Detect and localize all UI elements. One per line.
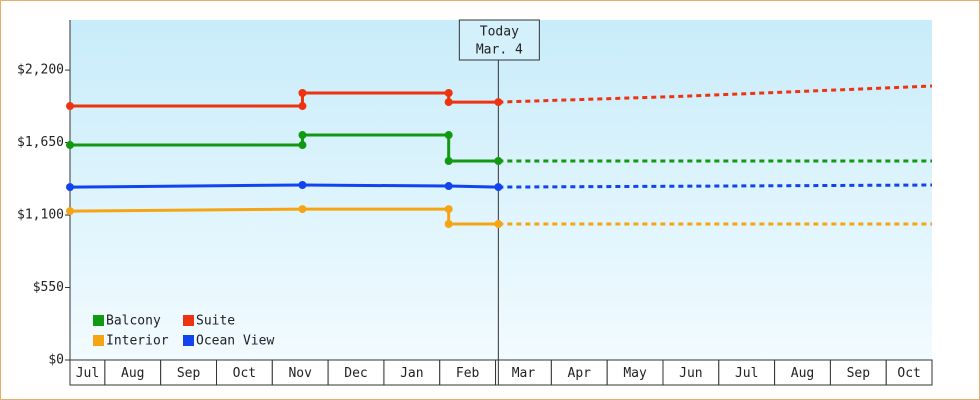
price-point bbox=[444, 205, 453, 214]
x-tick-label: Dec bbox=[344, 366, 367, 381]
price-point bbox=[494, 183, 503, 192]
price-point bbox=[66, 141, 74, 150]
price-point bbox=[494, 157, 503, 166]
x-tick-label: Feb bbox=[456, 366, 480, 381]
x-tick-label: Oct bbox=[233, 366, 256, 381]
forecast-line bbox=[498, 183, 933, 189]
price-point bbox=[66, 183, 74, 192]
x-category-cell bbox=[271, 359, 329, 386]
x-category-cell bbox=[885, 359, 933, 386]
price-point bbox=[444, 220, 453, 228]
x-category-cell bbox=[718, 359, 776, 386]
price-point bbox=[298, 180, 307, 189]
x-tick-label: Nov bbox=[288, 366, 312, 381]
price-point bbox=[494, 98, 503, 107]
x-category-cell bbox=[606, 359, 664, 386]
x-tick-label: Aug bbox=[791, 366, 814, 381]
price-point bbox=[444, 182, 453, 191]
y-tick-label: $2,200 bbox=[17, 63, 64, 78]
price-point bbox=[66, 102, 74, 111]
legend-swatch bbox=[183, 335, 194, 346]
legend-swatch bbox=[183, 315, 194, 326]
x-category-cell bbox=[439, 359, 497, 386]
y-tick-label: $550 bbox=[33, 280, 64, 295]
x-tick-label: Sep bbox=[177, 366, 201, 381]
x-category-cell bbox=[774, 359, 831, 386]
price-point bbox=[444, 131, 453, 140]
legend-label: Interior bbox=[106, 334, 169, 349]
x-tick-label: May bbox=[623, 366, 647, 381]
price-point bbox=[298, 102, 307, 111]
x-category-cell bbox=[69, 359, 106, 386]
today-date: Mar. 4 bbox=[476, 43, 523, 58]
legend-label: Balcony bbox=[106, 314, 161, 329]
price-point bbox=[66, 207, 74, 216]
today-label: Today bbox=[480, 25, 519, 40]
price-line bbox=[70, 91, 499, 108]
price-line bbox=[69, 183, 499, 189]
today-box bbox=[458, 19, 540, 61]
x-tick-label: Jul bbox=[735, 366, 758, 381]
x-tick-label: Jul bbox=[76, 366, 99, 381]
price-line bbox=[70, 133, 499, 163]
x-tick-label: Sep bbox=[847, 366, 871, 381]
price-point bbox=[298, 131, 307, 140]
price-point bbox=[298, 89, 307, 98]
price-point bbox=[298, 205, 307, 214]
x-category-cell bbox=[662, 359, 720, 386]
y-tick-label: $1,650 bbox=[17, 135, 64, 150]
forecast-line bbox=[498, 84, 933, 104]
legend-label: Ocean View bbox=[196, 334, 274, 349]
x-category-cell bbox=[383, 359, 441, 386]
x-tick-label: Mar bbox=[512, 366, 536, 381]
price-point bbox=[494, 220, 503, 228]
x-tick-label: Jan bbox=[400, 366, 423, 381]
x-category-cell bbox=[550, 359, 608, 386]
x-tick-label: Jun bbox=[679, 366, 702, 381]
legend-swatch bbox=[93, 315, 104, 326]
price-point bbox=[444, 98, 453, 107]
x-category-cell bbox=[327, 359, 385, 386]
x-tick-label: Aug bbox=[121, 366, 144, 381]
price-point bbox=[444, 157, 453, 166]
x-tick-label: Oct bbox=[897, 366, 920, 381]
legend-label: Suite bbox=[196, 314, 235, 329]
x-tick-label: Apr bbox=[568, 366, 592, 381]
legend-swatch bbox=[93, 335, 104, 346]
y-tick-label: $1,100 bbox=[17, 208, 64, 223]
price-point bbox=[298, 141, 307, 150]
price-point bbox=[444, 89, 453, 98]
y-tick-label: $0 bbox=[48, 353, 64, 368]
x-category-cell bbox=[829, 359, 887, 386]
